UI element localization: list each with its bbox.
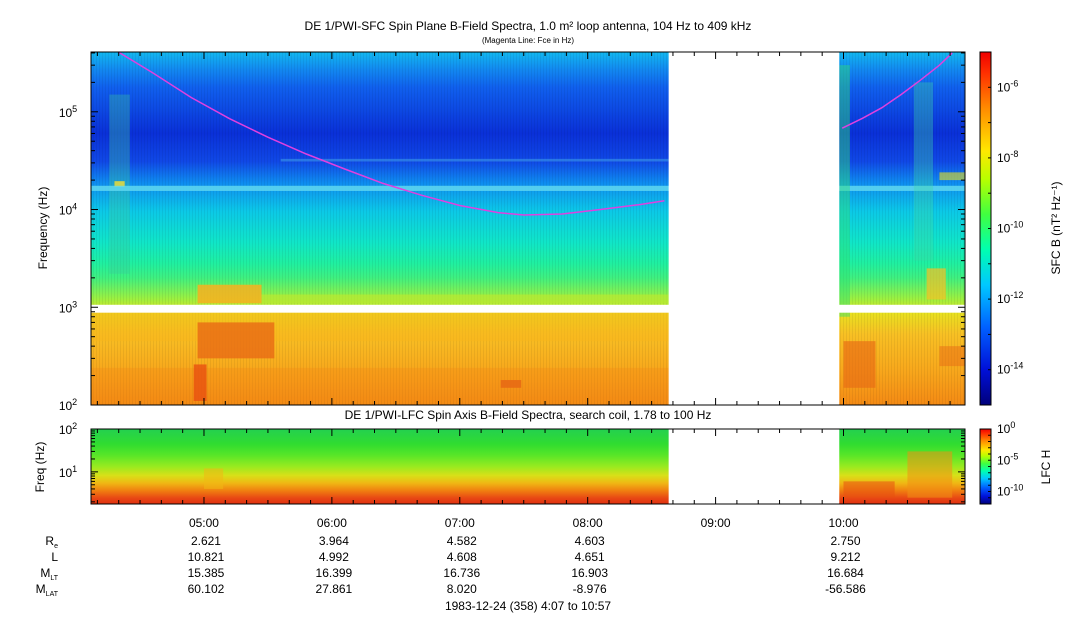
sfc-hiss-patch — [197, 284, 262, 304]
lfc-colorbar: 100 10-5 10-10 LFC H — [979, 420, 1053, 505]
sfc-y-tick-label: 104 — [59, 202, 77, 218]
ephemeris-value: 4.603 — [575, 534, 605, 548]
sfc-hiss-patch — [193, 364, 207, 401]
sfc-low-band — [91, 309, 669, 342]
lfc-frame — [90, 428, 966, 505]
ephemeris-value: 3.964 — [319, 534, 349, 548]
ephemeris-value: 10.821 — [188, 550, 225, 564]
ephemeris-value: 9.212 — [830, 550, 860, 564]
lfc-y-axis: 101 102 — [59, 421, 965, 503]
sfc-emission-column — [114, 181, 125, 188]
sfc-colorbar-label: SFC B (nT² Hz⁻¹) — [1049, 182, 1063, 275]
ephemeris-label: Re — [45, 534, 58, 550]
lfc-burst — [907, 451, 953, 498]
ephemeris-value: 27.861 — [316, 582, 353, 596]
sfc-emission-column — [913, 82, 934, 261]
ephemeris-value: -56.586 — [825, 582, 866, 596]
lfc-title: DE 1/PWI-LFC Spin Axis B-Field Spectra, … — [345, 408, 712, 422]
ephemeris-label: L — [51, 550, 58, 564]
ephemeris-value: 16.399 — [316, 566, 353, 580]
x-tick-label: 10:00 — [828, 516, 858, 530]
sfc-emission-column — [839, 65, 850, 317]
sfc-colorbar-tick-label: 10-8 — [997, 149, 1018, 165]
lfc-colorbar-ticks: 100 10-5 10-10 — [988, 420, 1023, 505]
ephemeris-label: MLAT — [36, 582, 59, 598]
sfc-panel: 102 103 104 105 Frequency (Hz) — [36, 51, 966, 413]
sfc-low-band — [91, 367, 669, 401]
lfc-y-label: Freq (Hz) — [33, 442, 47, 493]
ephemeris-value: 15.385 — [188, 566, 225, 580]
sfc-hiss-patch — [843, 341, 876, 388]
x-tick-label: 07:00 — [445, 516, 475, 530]
ephemeris-value: 4.651 — [575, 550, 605, 564]
sfc-y-tick-label: 103 — [59, 299, 77, 315]
sfc-y-tick-label: 105 — [59, 104, 77, 120]
lfc-colorbar-tick-label: 10-10 — [997, 483, 1023, 499]
sfc-hiss-patch — [500, 380, 522, 388]
sfc-colorbar-tick-label: 10-12 — [997, 290, 1023, 306]
ephemeris-value: -8.976 — [573, 582, 607, 596]
fce-line — [841, 52, 953, 129]
lfc-y-tick-label: 102 — [59, 421, 77, 437]
ephemeris-value: 4.608 — [447, 550, 477, 564]
lfc-colorbar-tick-label: 10-5 — [997, 451, 1018, 467]
sfc-hiss-patch — [926, 268, 946, 300]
lfc-y-tick-label: 101 — [59, 464, 77, 480]
sfc-frame — [90, 51, 966, 406]
ephemeris-value: 2.750 — [830, 534, 860, 548]
lfc-gap-rect — [668, 429, 840, 504]
sfc-line-emission — [280, 158, 669, 162]
sfc-y-label: Frequency (Hz) — [36, 187, 50, 270]
sfc-data-gap — [668, 52, 840, 405]
lfc-burst — [203, 468, 224, 489]
ephemeris-value: 8.020 — [447, 582, 477, 596]
x-tick-label: 06:00 — [317, 516, 347, 530]
sfc-colorbar-tick-label: 10-6 — [997, 78, 1018, 94]
sfc-white-band — [91, 304, 965, 313]
sfc-line-emission — [939, 172, 965, 181]
x-tick-label: 08:00 — [573, 516, 603, 530]
sfc-features — [91, 65, 965, 401]
sfc-subtitle: (Magenta Line: Fce in Hz) — [482, 36, 574, 45]
time-axis: 05:00 06:00 07:00 08:00 09:00 10:00 — [96, 52, 951, 530]
ephemeris-label: MLT — [40, 566, 58, 582]
ephemeris-value: 4.992 — [319, 550, 349, 564]
sfc-colorbar: 10-6 10-8 10-10 10-12 10-14 SFC B (nT² Hz⁻¹) — [979, 51, 1063, 406]
ephemeris-table: Re 2.621 3.964 4.582 4.603 2.750 L 10.821 4.992 4… — [36, 534, 866, 598]
sfc-y-axis: 102 103 104 105 — [59, 52, 965, 413]
lfc-colorbar-label: LFC H — [1039, 450, 1053, 485]
sfc-hiss-patch — [197, 322, 275, 359]
x-axis-caption: 1983-12-24 (358) 4:07 to 10:57 — [445, 599, 611, 613]
lfc-features — [203, 451, 953, 498]
lfc-data-gap — [668, 429, 840, 504]
sfc-hiss-patch — [261, 294, 669, 304]
sfc-gap-rect — [668, 52, 840, 405]
x-tick-label: 05:00 — [189, 516, 219, 530]
ephemeris-value: 4.582 — [447, 534, 477, 548]
ephemeris-value: 60.102 — [188, 582, 225, 596]
lfc-panel: 101 102 Freq (Hz) — [33, 421, 966, 505]
ephemeris-value: 2.621 — [191, 534, 221, 548]
sfc-line-emission — [91, 185, 965, 191]
lfc-colorbar-tick-label: 100 — [997, 420, 1015, 436]
ephemeris-value: 16.736 — [443, 566, 480, 580]
fce-line — [117, 51, 665, 216]
sfc-colorbar-ticks: 10-6 10-8 10-10 10-12 10-14 — [988, 51, 1023, 406]
sfc-title: DE 1/PWI-SFC Spin Plane B-Field Spectra,… — [305, 19, 752, 33]
sfc-colorbar-tick-label: 10-14 — [997, 361, 1023, 377]
ephemeris-value: 16.903 — [571, 566, 608, 580]
ephemeris-value: 16.684 — [827, 566, 864, 580]
sfc-hiss-patch — [939, 346, 965, 367]
x-tick-label: 09:00 — [701, 516, 731, 530]
lfc-burst — [843, 481, 895, 498]
sfc-colorbar-tick-label: 10-10 — [997, 220, 1023, 236]
sfc-y-tick-label: 102 — [59, 397, 77, 413]
